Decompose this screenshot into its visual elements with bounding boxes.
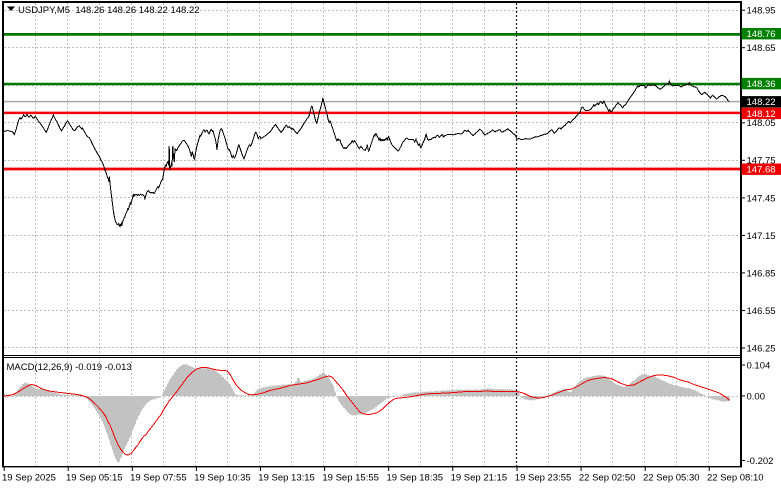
svg-text:147.45: 147.45: [747, 193, 776, 204]
svg-text:148.65: 148.65: [747, 43, 776, 54]
svg-text:0.104: 0.104: [747, 360, 771, 371]
svg-text:19 Sep 18:35: 19 Sep 18:35: [387, 473, 444, 484]
svg-text:22 Sep 05:30: 22 Sep 05:30: [643, 473, 700, 484]
svg-text:146.85: 146.85: [747, 268, 776, 279]
svg-text:MACD(12,26,9) -0.019 -0.013: MACD(12,26,9) -0.019 -0.013: [7, 362, 132, 373]
svg-text:19 Sep 23:55: 19 Sep 23:55: [515, 473, 572, 484]
svg-text:19 Sep 05:15: 19 Sep 05:15: [66, 473, 123, 484]
svg-text:146.25: 146.25: [747, 343, 776, 354]
svg-text:148.12: 148.12: [747, 109, 776, 120]
svg-text:19 Sep 21:15: 19 Sep 21:15: [451, 473, 508, 484]
svg-text:147.15: 147.15: [747, 231, 776, 242]
svg-text:148.36: 148.36: [747, 79, 776, 90]
svg-text:19 Sep 10:35: 19 Sep 10:35: [194, 473, 251, 484]
svg-text:19 Sep 07:55: 19 Sep 07:55: [130, 473, 187, 484]
svg-text:22 Sep 02:50: 22 Sep 02:50: [579, 473, 636, 484]
svg-text:146.55: 146.55: [747, 306, 776, 317]
svg-text:0.00: 0.00: [747, 391, 766, 402]
svg-text:148.05: 148.05: [747, 118, 776, 129]
svg-text:19 Sep 2025: 19 Sep 2025: [2, 473, 56, 484]
svg-text:19 Sep 13:15: 19 Sep 13:15: [258, 473, 315, 484]
svg-text:147.68: 147.68: [747, 165, 776, 176]
svg-text:148.95: 148.95: [747, 6, 776, 17]
svg-text:148.22: 148.22: [747, 97, 776, 108]
svg-text:19 Sep 15:55: 19 Sep 15:55: [322, 473, 379, 484]
svg-text:USDJPY,M5 148.26 148.26 148.2: USDJPY,M5 148.26 148.26 148.22 148.22: [18, 5, 200, 16]
svg-text:22 Sep 08:10: 22 Sep 08:10: [707, 473, 764, 484]
svg-text:148.76: 148.76: [747, 29, 776, 40]
svg-text:-0.202: -0.202: [747, 456, 774, 467]
